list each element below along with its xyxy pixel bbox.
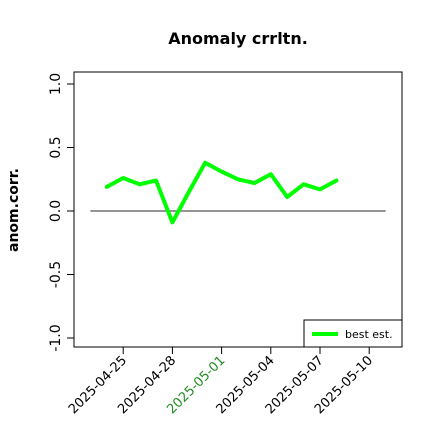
chart-title: Anomaly crrltn. xyxy=(168,29,308,48)
series-line-best-est xyxy=(104,160,339,225)
y-tick-label: 0.5 xyxy=(48,136,64,158)
y-tick-label: 0.0 xyxy=(48,200,64,222)
plot-content xyxy=(90,160,386,225)
y-tick-label: -1.0 xyxy=(48,324,64,351)
plot-frame xyxy=(73,71,403,348)
y-tick-label: 1.0 xyxy=(48,73,64,95)
y-axis: -1.0 -0.5 0.0 0.5 1.0 xyxy=(48,73,75,352)
x-axis: 2025-04-252025-04-282025-05-012025-05-04… xyxy=(66,346,376,417)
y-tick-label: -0.5 xyxy=(48,261,64,288)
legend-label: best est. xyxy=(345,328,393,341)
legend: best est. xyxy=(303,319,403,348)
y-axis-label: anom.corr. xyxy=(6,168,22,252)
